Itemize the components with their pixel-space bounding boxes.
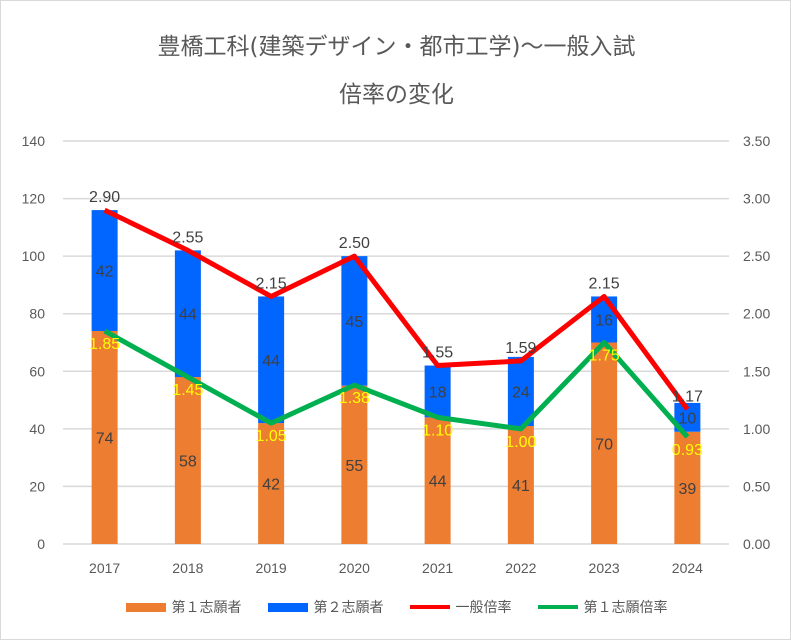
right-tick-label: 3.50 <box>743 133 770 149</box>
x-tick-label: 2017 <box>89 560 120 576</box>
legend-label: 第２志願者 <box>313 600 384 616</box>
legend-label: 第１志願者 <box>171 600 242 616</box>
x-tick-label: 2024 <box>672 560 703 576</box>
line-label: 2.15 <box>256 275 287 292</box>
line-label: 1.10 <box>422 422 453 439</box>
left-tick-label: 0 <box>37 536 45 552</box>
bar <box>591 342 618 544</box>
x-tick-label: 2020 <box>339 560 370 576</box>
bar-label: 55 <box>345 458 363 475</box>
line-label: 1.17 <box>672 388 703 405</box>
line-label: 1.05 <box>256 428 287 445</box>
bar <box>507 425 534 544</box>
legend-item: 第１志願倍率 <box>537 597 668 617</box>
left-tick-label: 20 <box>29 478 45 494</box>
bar-label: 45 <box>345 314 363 331</box>
left-tick-label: 80 <box>29 306 45 322</box>
legend-swatch <box>267 602 308 612</box>
bar-label: 44 <box>262 353 280 370</box>
bar <box>174 250 201 378</box>
bar-label: 16 <box>595 312 613 329</box>
bar <box>341 256 368 386</box>
bar <box>258 296 285 424</box>
legend-item: 第２志願者 <box>267 597 384 617</box>
legend-label: 第１志願倍率 <box>583 600 668 616</box>
right-tick-label: 3.00 <box>743 191 770 207</box>
right-tick-label: 2.50 <box>743 248 770 264</box>
legend-swatch <box>125 602 166 612</box>
line-label: 2.90 <box>89 189 120 206</box>
line-label: 2.50 <box>339 235 370 252</box>
bar <box>174 377 201 544</box>
chart-title-line-2: 倍率の変化 <box>339 82 454 108</box>
right-tick-label: 0.00 <box>743 536 770 552</box>
bar-label: 41 <box>512 478 530 495</box>
legend-swatch <box>537 605 578 609</box>
right-tick-label: 1.50 <box>743 363 770 379</box>
legend: 第１志願者 第２志願者 一般倍率 第１志願倍率 <box>1 597 790 617</box>
line-label: 1.59 <box>505 340 536 357</box>
bar-label: 39 <box>678 481 696 498</box>
legend-item: 一般倍率 <box>409 597 512 617</box>
bar-label: 58 <box>179 454 197 471</box>
bar <box>424 417 451 544</box>
left-tick-label: 60 <box>29 363 45 379</box>
legend-label: 一般倍率 <box>455 600 512 616</box>
line-label: 2.15 <box>589 275 620 292</box>
x-tick-label: 2022 <box>505 560 536 576</box>
left-tick-label: 40 <box>29 421 45 437</box>
line-label: 0.93 <box>672 442 703 459</box>
line-series <box>103 328 690 439</box>
line-label: 1.38 <box>339 390 370 407</box>
bar-label: 70 <box>595 436 613 453</box>
bar-label: 24 <box>512 384 530 401</box>
bar <box>91 210 118 331</box>
bar-label: 74 <box>96 430 114 447</box>
bar <box>424 365 451 418</box>
legend-item: 第１志願者 <box>125 597 242 617</box>
right-tick-label: 1.00 <box>743 421 770 437</box>
line-label: 1.55 <box>422 345 453 362</box>
line-label: 1.85 <box>89 336 120 353</box>
line-series <box>103 207 690 411</box>
line-label: 1.00 <box>505 434 536 451</box>
line-label: 2.55 <box>172 229 203 246</box>
legend-swatch <box>409 605 450 609</box>
bar <box>674 431 701 544</box>
right-tick-label: 2.00 <box>743 306 770 322</box>
x-tick-label: 2018 <box>172 560 203 576</box>
left-tick-label: 120 <box>22 191 46 207</box>
line-label: 1.45 <box>172 382 203 399</box>
bar-label: 10 <box>678 410 696 427</box>
left-tick-label: 140 <box>22 133 46 149</box>
bar <box>341 385 368 544</box>
bar <box>91 330 118 544</box>
bar-label: 42 <box>96 264 114 281</box>
chart-title-line-1: 豊橋工科(建築デザイン・都市工学)～一般入試 <box>157 34 636 60</box>
x-tick-label: 2021 <box>422 560 453 576</box>
bar-label: 44 <box>429 474 447 491</box>
bar-label: 44 <box>179 307 197 324</box>
bar-label: 42 <box>262 477 280 494</box>
bar <box>507 356 534 426</box>
right-tick-label: 0.50 <box>743 478 770 494</box>
bar <box>258 423 285 544</box>
bar-label: 18 <box>429 384 447 401</box>
x-tick-label: 2019 <box>256 560 287 576</box>
line-label: 1.75 <box>589 348 620 365</box>
left-tick-label: 100 <box>22 248 46 264</box>
x-tick-label: 2023 <box>589 560 620 576</box>
